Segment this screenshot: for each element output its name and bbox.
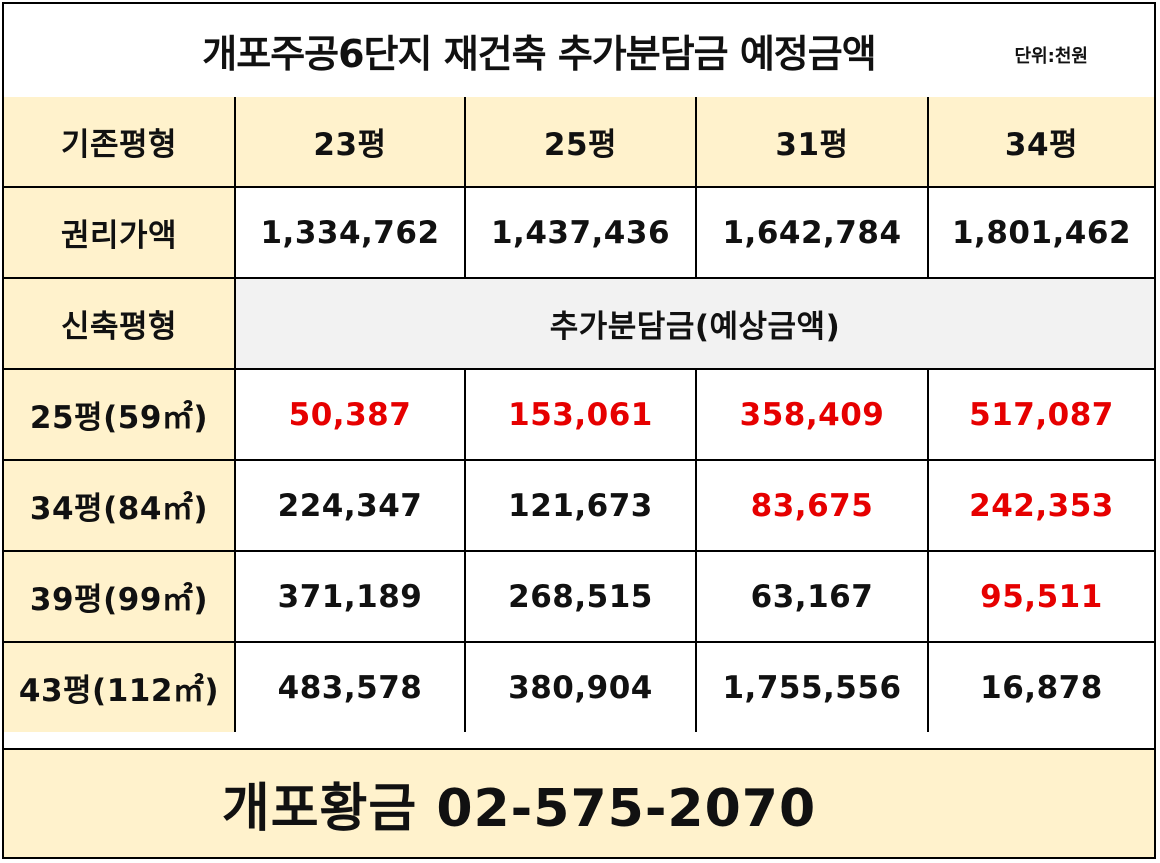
- allotment-cell: 517,087: [927, 368, 1154, 461]
- header-size: 23평: [234, 97, 466, 188]
- row-label: 25평(59㎡): [4, 368, 236, 461]
- allotment-cell: 16,878: [927, 641, 1154, 732]
- allotment-table: 기존평형 23평 25평 31평 34평 권리가액 1,334,762 1,43…: [4, 97, 1154, 732]
- contact-footer: 개포황금 02-575-2070: [4, 748, 1154, 857]
- allotment-cell: 358,409: [695, 368, 929, 461]
- allotment-cell: 50,387: [234, 368, 466, 461]
- header-size: 31평: [695, 97, 929, 188]
- allotment-cell: 242,353: [927, 459, 1154, 552]
- header-size: 25평: [464, 97, 697, 188]
- rights-row: 권리가액 1,334,762 1,437,436 1,642,784 1,801…: [4, 186, 1154, 279]
- unit-note: 단위:천원: [1014, 46, 1088, 67]
- allotment-cell: 1,755,556: [695, 641, 929, 732]
- allotment-cell: 380,904: [464, 641, 697, 732]
- allotment-cell: 63,167: [695, 550, 929, 643]
- table-row: 43평(112㎡) 483,578 380,904 1,755,556 16,8…: [4, 641, 1154, 732]
- title-row: 개포주공6단지 재건축 추가분담금 예정금액 단위:천원: [4, 4, 1154, 99]
- allotment-cell: 268,515: [464, 550, 697, 643]
- header-row: 기존평형 23평 25평 31평 34평: [4, 97, 1154, 188]
- allotment-cell: 153,061: [464, 368, 697, 461]
- rights-value: 1,642,784: [695, 186, 929, 279]
- rights-value: 1,801,462: [927, 186, 1154, 279]
- allotment-merged-header: 추가분담금(예상금액): [234, 277, 1154, 370]
- row-label: 34평(84㎡): [4, 459, 236, 552]
- header-size: 34평: [927, 97, 1154, 188]
- new-size-header-row: 신축평형 추가분담금(예상금액): [4, 277, 1154, 370]
- page-title: 개포주공6단지 재건축 추가분담금 예정금액: [202, 32, 876, 76]
- new-size-label: 신축평형: [4, 277, 236, 370]
- allotment-cell: 224,347: [234, 459, 466, 552]
- allotment-cell: 483,578: [234, 641, 466, 732]
- row-label: 43평(112㎡): [4, 641, 236, 732]
- table-row: 39평(99㎡) 371,189 268,515 63,167 95,511: [4, 550, 1154, 643]
- allotment-cell: 371,189: [234, 550, 466, 643]
- row-label: 39평(99㎡): [4, 550, 236, 643]
- rights-value: 1,437,436: [464, 186, 697, 279]
- table-row: 34평(84㎡) 224,347 121,673 83,675 242,353: [4, 459, 1154, 552]
- rights-value: 1,334,762: [234, 186, 466, 279]
- allotment-cell: 121,673: [464, 459, 697, 552]
- header-label: 기존평형: [4, 97, 236, 188]
- rights-label: 권리가액: [4, 186, 236, 279]
- table-row: 25평(59㎡) 50,387 153,061 358,409 517,087: [4, 368, 1154, 461]
- allotment-cell: 95,511: [927, 550, 1154, 643]
- allotment-cell: 83,675: [695, 459, 929, 552]
